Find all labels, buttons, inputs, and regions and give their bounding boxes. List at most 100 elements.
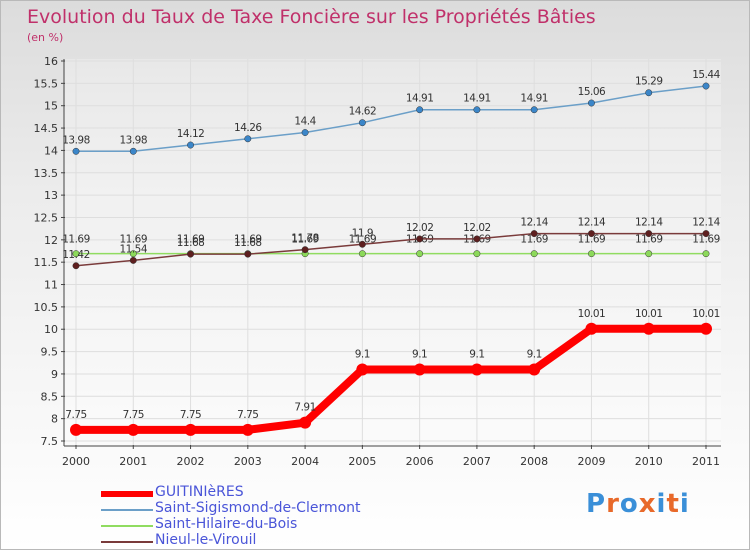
x-tick-label: 2008 (520, 455, 548, 468)
brand-letter: P (586, 489, 607, 519)
data-label-guitini-res: 7.91 (294, 402, 315, 414)
data-point-saint-hilaire-du-bois (702, 250, 710, 258)
data-label-nieul-le-virouil: 11.54 (119, 243, 147, 255)
y-tick-label: 10.5 (34, 301, 59, 314)
y-tick-label: 9.5 (41, 346, 59, 359)
data-label-saint-hilaire-du-bois: 11.69 (578, 234, 606, 246)
data-point-saint-hilaire-du-bois (72, 250, 80, 258)
data-point-saint-sigismond-de-clermont (530, 106, 538, 114)
legend-label-saint-hilaire: Saint-Hilaire-du-Bois (155, 516, 298, 532)
data-label-saint-hilaire-du-bois: 11.69 (62, 234, 90, 246)
data-label-guitini-res: 7.75 (237, 409, 258, 421)
data-label-guitini-res: 9.1 (355, 348, 370, 360)
data-label-guitini-res: 9.1 (469, 348, 484, 360)
data-label-saint-sigismond-de-clermont: 15.06 (578, 86, 606, 98)
data-label-saint-sigismond-de-clermont: 14.26 (234, 122, 262, 134)
data-point-saint-sigismond-de-clermont (358, 119, 366, 127)
series-line-saint-sigismond-de-clermont (75, 85, 707, 153)
data-point-guitini-res (127, 423, 140, 436)
data-point-guitini-res (299, 416, 312, 429)
data-label-nieul-le-virouil: 11.68 (234, 237, 262, 249)
data-point-nieul-le-virouil (358, 240, 366, 248)
legend-swatch-nieul (101, 541, 153, 543)
data-label-nieul-le-virouil: 12.14 (578, 217, 606, 229)
data-label-saint-sigismond-de-clermont: 14.91 (406, 93, 434, 105)
brand-letter: i (679, 489, 690, 519)
data-point-saint-hilaire-du-bois (358, 250, 366, 258)
data-label-saint-sigismond-de-clermont: 13.98 (62, 134, 90, 146)
data-label-guitini-res: 9.1 (412, 348, 427, 360)
data-point-guitini-res (585, 322, 598, 335)
y-tick-label: 14 (44, 144, 58, 157)
data-label-nieul-le-virouil: 12.02 (463, 222, 491, 234)
y-tick-label: 15.5 (34, 77, 59, 90)
y-tick-label: 7.5 (41, 435, 59, 448)
legend-swatch-saint-sigismond (101, 509, 153, 511)
data-point-saint-sigismond-de-clermont (187, 141, 194, 149)
data-label-nieul-le-virouil: 12.14 (692, 217, 720, 229)
data-point-nieul-le-virouil (72, 262, 80, 270)
data-point-guitini-res (413, 363, 426, 376)
data-point-nieul-le-virouil (187, 250, 194, 258)
data-label-nieul-le-virouil: 12.14 (520, 217, 548, 229)
brand-letter: x (638, 489, 657, 519)
data-label-nieul-le-virouil: 12.02 (406, 222, 434, 234)
data-label-saint-hilaire-du-bois: 11.69 (635, 234, 663, 246)
chart-unit: (en %) (27, 31, 64, 44)
y-tick-label: 13.5 (34, 167, 59, 180)
y-tick-label: 12 (44, 234, 58, 247)
x-tick-label: 2000 (62, 455, 90, 468)
x-tick-label: 2001 (119, 455, 147, 468)
data-label-guitini-res: 10.01 (578, 308, 606, 320)
data-point-nieul-le-virouil (244, 250, 252, 258)
legend-label-saint-sigismond: Saint-Sigismond-de-Clermont (155, 500, 361, 516)
data-point-guitini-res (700, 322, 712, 335)
data-point-saint-sigismond-de-clermont (72, 147, 80, 155)
data-label-nieul-le-virouil: 11.78 (291, 233, 319, 245)
series-line-nieul-le-virouil (75, 232, 707, 267)
data-point-guitini-res (70, 423, 82, 436)
data-point-saint-hilaire-du-bois (129, 250, 137, 258)
data-label-saint-sigismond-de-clermont: 14.91 (520, 93, 548, 105)
data-label-guitini-res: 7.75 (65, 409, 86, 421)
data-label-nieul-le-virouil: 12.14 (635, 217, 663, 229)
data-point-nieul-le-virouil (702, 230, 710, 238)
data-label-saint-hilaire-du-bois: 11.69 (349, 234, 377, 246)
y-tick-label: 8 (51, 413, 58, 426)
data-label-nieul-le-virouil: 11.42 (62, 249, 90, 261)
data-label-saint-hilaire-du-bois: 11.69 (177, 234, 205, 246)
legend-label-nieul: Nieul-le-Virouil (155, 532, 257, 548)
data-point-saint-sigismond-de-clermont (645, 89, 653, 97)
x-tick-label: 2003 (234, 455, 262, 468)
y-tick-label: 11.5 (34, 256, 59, 269)
y-tick-label: 15 (44, 100, 58, 113)
x-tick-label: 2009 (577, 455, 605, 468)
x-tick-label: 2004 (291, 455, 319, 468)
data-label-saint-sigismond-de-clermont: 15.29 (635, 76, 663, 88)
data-label-guitini-res: 7.75 (123, 409, 144, 421)
legend-label-guitinieres: GUITINIèRES (155, 484, 244, 500)
data-point-saint-sigismond-de-clermont (244, 135, 252, 143)
data-point-saint-hilaire-du-bois (530, 250, 538, 258)
data-label-nieul-le-virouil: 11.68 (177, 237, 205, 249)
data-point-nieul-le-virouil (645, 230, 653, 238)
y-tick-label: 13 (44, 189, 58, 202)
data-point-guitini-res (642, 322, 655, 335)
x-tick-label: 2002 (177, 455, 205, 468)
data-label-saint-hilaire-du-bois: 11.69 (291, 234, 319, 246)
data-point-nieul-le-virouil (129, 256, 137, 264)
x-tick-label: 2011 (692, 455, 720, 468)
brand-logo: Proxiti (586, 489, 690, 519)
y-tick-label: 12.5 (34, 211, 59, 224)
brand-letter: o (619, 489, 639, 519)
data-label-nieul-le-virouil: 11.9 (352, 227, 373, 239)
y-tick-label: 16 (44, 55, 58, 68)
legend-swatch-saint-hilaire (101, 525, 153, 527)
y-tick-label: 9 (51, 368, 58, 381)
brand-letter: r (606, 489, 620, 519)
data-label-saint-sigismond-de-clermont: 14.62 (349, 106, 377, 118)
data-label-saint-hilaire-du-bois: 11.69 (692, 234, 720, 246)
data-point-guitini-res (184, 423, 197, 436)
data-label-saint-hilaire-du-bois: 11.69 (119, 234, 147, 246)
